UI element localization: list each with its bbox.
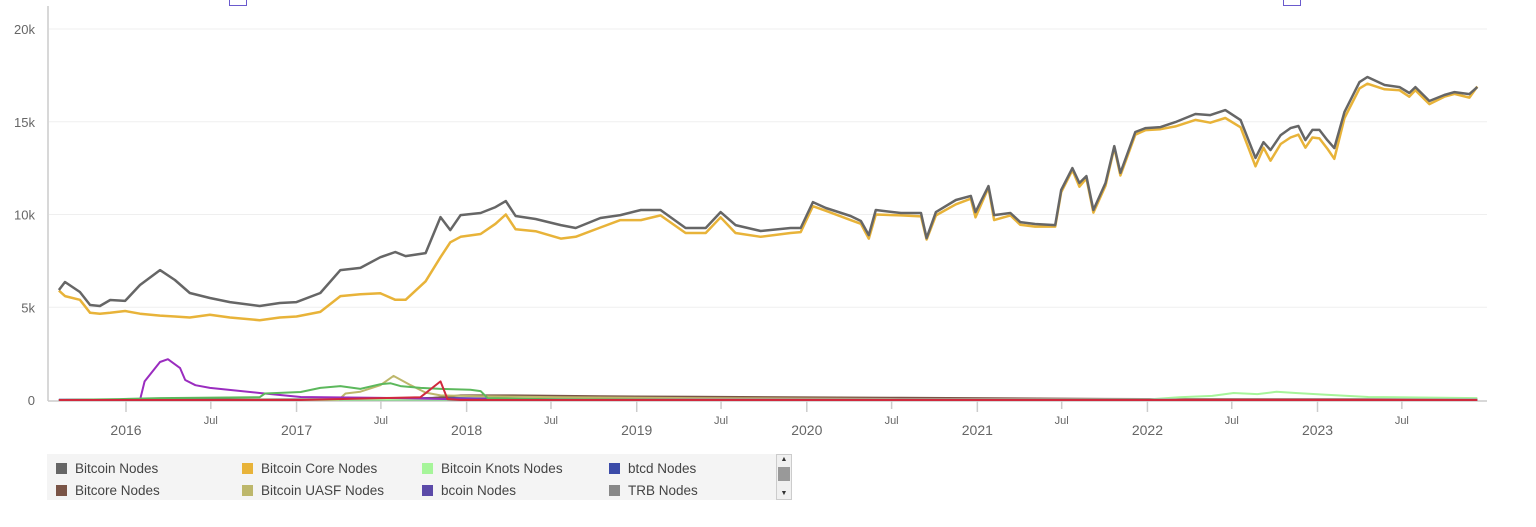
scroll-down-icon[interactable]: ▼ (780, 490, 788, 497)
series-line-unlabeled-8 (58, 358, 1478, 401)
x-tick-label: Jul (374, 415, 388, 427)
legend-item[interactable]: btcd Nodes (609, 461, 696, 476)
legend-item[interactable]: Bitcoin Core Nodes (242, 461, 377, 476)
legend-label: bcoin Nodes (441, 483, 517, 498)
y-tick-label: 10k (14, 208, 35, 223)
legend-label: Bitcore Nodes (75, 483, 160, 498)
scroll-up-icon[interactable]: ▲ (780, 456, 788, 463)
legend-label: Bitcoin Nodes (75, 461, 159, 476)
grid (49, 28, 1487, 308)
legend-item[interactable]: TRB Nodes (609, 483, 698, 498)
legend-swatch (56, 485, 67, 496)
legend-label: TRB Nodes (628, 483, 698, 498)
x-axis: 2016 Jul 2017 Jul 2018 Jul 2019 Jul 2020 Jul 2021 J… (48, 400, 1487, 438)
x-tick-label: 2022 (1132, 422, 1163, 438)
legend-label: Bitcoin Core Nodes (261, 461, 378, 476)
top-control-fragment[interactable] (229, 0, 247, 6)
series-lines (57, 75, 1479, 401)
series-line-unlabeled-10 (58, 380, 1478, 401)
legend-swatch (422, 463, 433, 474)
legend-scrollbar[interactable]: ▲ ▼ (776, 454, 792, 500)
legend-swatch (609, 463, 620, 474)
legend-swatch (609, 485, 620, 496)
legend-swatch (56, 463, 67, 474)
legend-item[interactable]: Bitcoin Nodes (56, 461, 158, 476)
x-tick-label: 2020 (791, 422, 822, 438)
line-chart: 0 5k 10k 15k 20k 2016 Jul 2017 Jul 2018 Jul 2019 Ju… (14, 6, 1487, 438)
x-tick-label: 2018 (451, 422, 482, 438)
series-line-bitcoin-uasf-nodes (58, 374, 1478, 401)
legend-item[interactable]: bcoin Nodes (422, 483, 516, 498)
legend-label: btcd Nodes (628, 461, 697, 476)
x-tick-label: Jul (885, 415, 899, 427)
x-tick-label: Jul (204, 415, 218, 427)
y-tick-label: 5k (21, 300, 35, 315)
x-tick-label: Jul (1055, 415, 1069, 427)
legend-item[interactable]: Bitcoin Knots Nodes (422, 461, 563, 476)
x-tick-label: 2017 (281, 422, 312, 438)
x-tick-label: 2023 (1302, 422, 1333, 438)
x-tick-label: Jul (544, 415, 558, 427)
legend-item[interactable]: Bitcore Nodes (56, 483, 160, 498)
x-tick-label: 2021 (962, 422, 993, 438)
legend-swatch (422, 485, 433, 496)
x-tick-label: Jul (1395, 415, 1409, 427)
legend-swatch (242, 485, 253, 496)
legend-label: Bitcoin UASF Nodes (261, 483, 385, 498)
y-tick-label: 0 (28, 393, 35, 408)
y-tick-label: 20k (14, 22, 35, 37)
x-tick-label: Jul (1225, 415, 1239, 427)
legend-label: Bitcoin Knots Nodes (441, 461, 563, 476)
x-tick-label: Jul (714, 415, 728, 427)
top-control-fragment[interactable] (1283, 0, 1301, 6)
x-tick-label: 2019 (621, 422, 652, 438)
y-axis: 0 5k 10k 15k 20k (14, 6, 49, 408)
legend-swatch (242, 463, 253, 474)
y-tick-label: 15k (14, 115, 35, 130)
series-line-bitcoin-nodes (57, 75, 1479, 308)
series-line-unlabeled-9 (58, 382, 1478, 401)
x-tick-label: 2016 (110, 422, 141, 438)
scrollbar-thumb[interactable] (778, 467, 790, 481)
legend-item[interactable]: Bitcoin UASF Nodes (242, 483, 384, 498)
legend: Bitcoin Nodes Bitcoin Core Nodes Bitcoin K… (47, 454, 792, 500)
series-line-bitcoin-core-nodes (58, 82, 1479, 322)
